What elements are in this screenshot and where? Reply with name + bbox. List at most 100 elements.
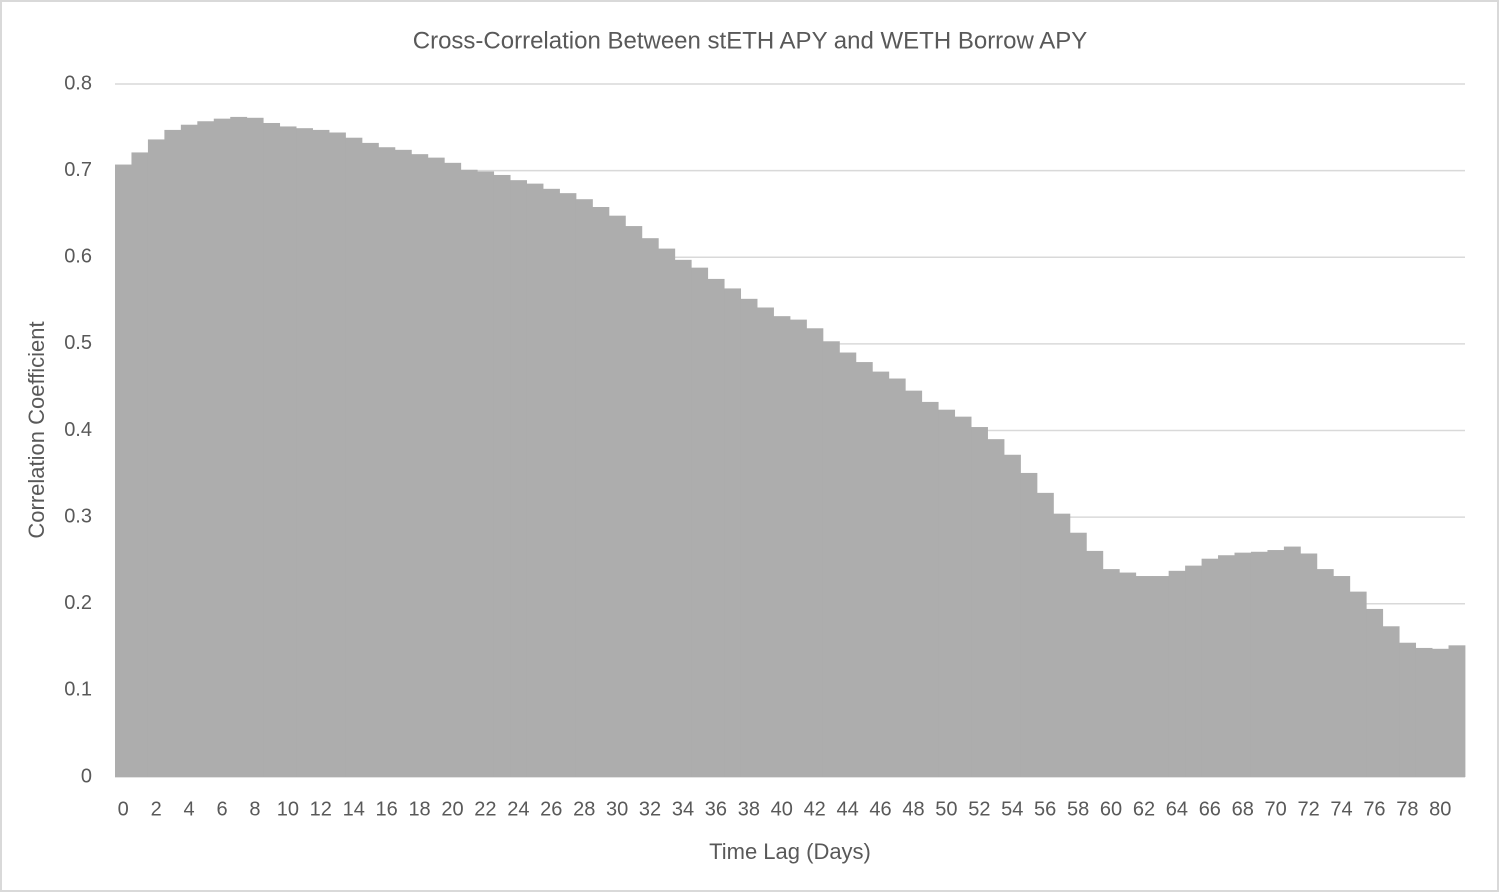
bar bbox=[658, 248, 676, 777]
bar bbox=[575, 199, 593, 777]
bar bbox=[855, 362, 873, 777]
bar bbox=[790, 319, 807, 777]
x-tick-label: 8 bbox=[249, 798, 260, 820]
bar bbox=[411, 154, 429, 777]
bar bbox=[1036, 492, 1054, 777]
x-tick-label: 70 bbox=[1265, 798, 1287, 820]
bar bbox=[526, 183, 544, 777]
bar bbox=[1333, 576, 1351, 777]
x-tick-label: 4 bbox=[184, 798, 195, 820]
x-tick-label: 16 bbox=[376, 798, 398, 820]
bar bbox=[1316, 569, 1334, 777]
x-tick-label: 72 bbox=[1297, 798, 1319, 820]
bar bbox=[839, 352, 857, 777]
x-tick-label: 50 bbox=[935, 798, 957, 820]
bar bbox=[559, 193, 577, 777]
bar bbox=[872, 371, 890, 777]
y-tick-label: 0.4 bbox=[64, 419, 92, 441]
x-tick-label: 30 bbox=[606, 798, 628, 820]
bar bbox=[1218, 555, 1235, 777]
bar bbox=[312, 129, 330, 777]
bar bbox=[1283, 546, 1301, 777]
bar bbox=[987, 439, 1005, 777]
bar bbox=[1267, 550, 1285, 777]
bar bbox=[724, 288, 742, 777]
bar bbox=[1300, 553, 1318, 777]
y-axis-label: Correlation Coefficient bbox=[24, 321, 49, 538]
bar bbox=[1004, 454, 1021, 777]
x-tick-label: 12 bbox=[310, 798, 332, 820]
x-tick-label: 80 bbox=[1429, 798, 1451, 820]
bar bbox=[905, 390, 923, 777]
y-tick-label: 0.2 bbox=[64, 592, 92, 614]
y-tick-label: 0.3 bbox=[64, 505, 92, 527]
bar bbox=[230, 116, 248, 778]
bar bbox=[592, 207, 610, 777]
bar bbox=[197, 121, 215, 777]
bar bbox=[394, 149, 412, 777]
bar bbox=[938, 409, 956, 777]
x-tick-label: 20 bbox=[441, 798, 463, 820]
bar bbox=[493, 174, 511, 778]
y-tick-label: 0.7 bbox=[64, 159, 92, 181]
x-tick-label: 10 bbox=[277, 798, 299, 820]
bar bbox=[691, 267, 709, 777]
bar bbox=[1168, 570, 1186, 777]
bar bbox=[329, 132, 346, 777]
x-tick-label: 40 bbox=[771, 798, 793, 820]
x-tick-label: 38 bbox=[738, 798, 760, 820]
x-tick-label: 24 bbox=[507, 798, 529, 820]
bar bbox=[806, 328, 824, 777]
bar bbox=[427, 157, 445, 778]
x-tick-label: 32 bbox=[639, 798, 661, 820]
x-tick-label: 68 bbox=[1232, 798, 1254, 820]
x-tick-label: 54 bbox=[1001, 798, 1023, 820]
bar bbox=[296, 128, 313, 777]
x-tick-label: 36 bbox=[705, 798, 727, 820]
bar bbox=[1448, 645, 1466, 777]
x-tick-label: 64 bbox=[1166, 798, 1188, 820]
chart-title: Cross-Correlation Between stETH APY and … bbox=[413, 27, 1087, 54]
bar bbox=[1432, 648, 1449, 777]
bar bbox=[147, 139, 165, 777]
bar bbox=[164, 129, 182, 777]
x-tick-label: 78 bbox=[1396, 798, 1418, 820]
y-tick-label: 0.1 bbox=[64, 679, 92, 701]
x-tick-label: 48 bbox=[902, 798, 924, 820]
bar bbox=[246, 117, 264, 777]
bar bbox=[757, 307, 774, 777]
bar bbox=[1250, 551, 1268, 777]
bar bbox=[954, 416, 972, 777]
x-tick-label: 46 bbox=[869, 798, 891, 820]
x-tick-label: 2 bbox=[151, 798, 162, 820]
x-tick-label: 14 bbox=[343, 798, 365, 820]
bar bbox=[1119, 572, 1137, 777]
y-tick-label: 0 bbox=[81, 765, 92, 787]
bar bbox=[115, 164, 132, 777]
y-tick-label: 0.5 bbox=[64, 332, 92, 354]
x-tick-label: 26 bbox=[540, 798, 562, 820]
x-tick-label: 52 bbox=[968, 798, 990, 820]
bar bbox=[378, 147, 396, 777]
bar bbox=[888, 378, 906, 777]
bar bbox=[1366, 608, 1384, 777]
bar bbox=[1185, 565, 1202, 777]
bar bbox=[180, 124, 198, 778]
bar bbox=[641, 238, 659, 777]
bar bbox=[921, 401, 939, 777]
bar bbox=[1086, 550, 1104, 777]
bar bbox=[279, 126, 297, 778]
bar bbox=[822, 341, 840, 777]
x-tick-label: 58 bbox=[1067, 798, 1089, 820]
bar bbox=[1135, 576, 1153, 777]
x-axis-label: Time Lag (Days) bbox=[709, 839, 871, 864]
x-tick-label: 44 bbox=[836, 798, 858, 820]
bar bbox=[1234, 552, 1252, 777]
bar bbox=[740, 298, 758, 777]
bar bbox=[131, 152, 149, 778]
bar bbox=[460, 169, 478, 778]
bar bbox=[1152, 576, 1170, 777]
x-tick-label: 34 bbox=[672, 798, 694, 820]
x-tick-label: 0 bbox=[118, 798, 129, 820]
